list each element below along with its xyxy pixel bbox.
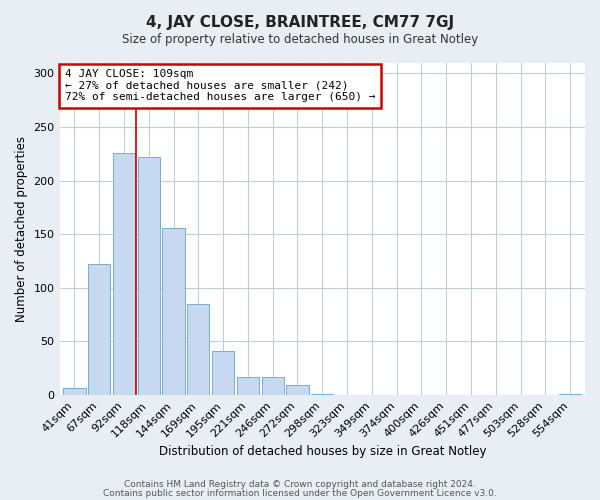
Bar	[286, 386, 308, 395]
Bar	[163, 228, 185, 395]
Bar	[187, 304, 209, 395]
Text: 4 JAY CLOSE: 109sqm
← 27% of detached houses are smaller (242)
72% of semi-detac: 4 JAY CLOSE: 109sqm ← 27% of detached ho…	[65, 69, 375, 102]
Bar	[88, 264, 110, 395]
Bar	[237, 377, 259, 395]
Text: Contains HM Land Registry data © Crown copyright and database right 2024.: Contains HM Land Registry data © Crown c…	[124, 480, 476, 489]
Bar	[212, 351, 234, 395]
Bar	[262, 377, 284, 395]
Text: 4, JAY CLOSE, BRAINTREE, CM77 7GJ: 4, JAY CLOSE, BRAINTREE, CM77 7GJ	[146, 15, 454, 30]
Y-axis label: Number of detached properties: Number of detached properties	[15, 136, 28, 322]
Bar	[137, 157, 160, 395]
Text: Contains public sector information licensed under the Open Government Licence v3: Contains public sector information licen…	[103, 488, 497, 498]
Bar	[113, 152, 135, 395]
X-axis label: Distribution of detached houses by size in Great Notley: Distribution of detached houses by size …	[158, 444, 486, 458]
Text: Size of property relative to detached houses in Great Notley: Size of property relative to detached ho…	[122, 32, 478, 46]
Bar	[63, 388, 86, 395]
Bar	[559, 394, 581, 395]
Bar	[311, 394, 334, 395]
